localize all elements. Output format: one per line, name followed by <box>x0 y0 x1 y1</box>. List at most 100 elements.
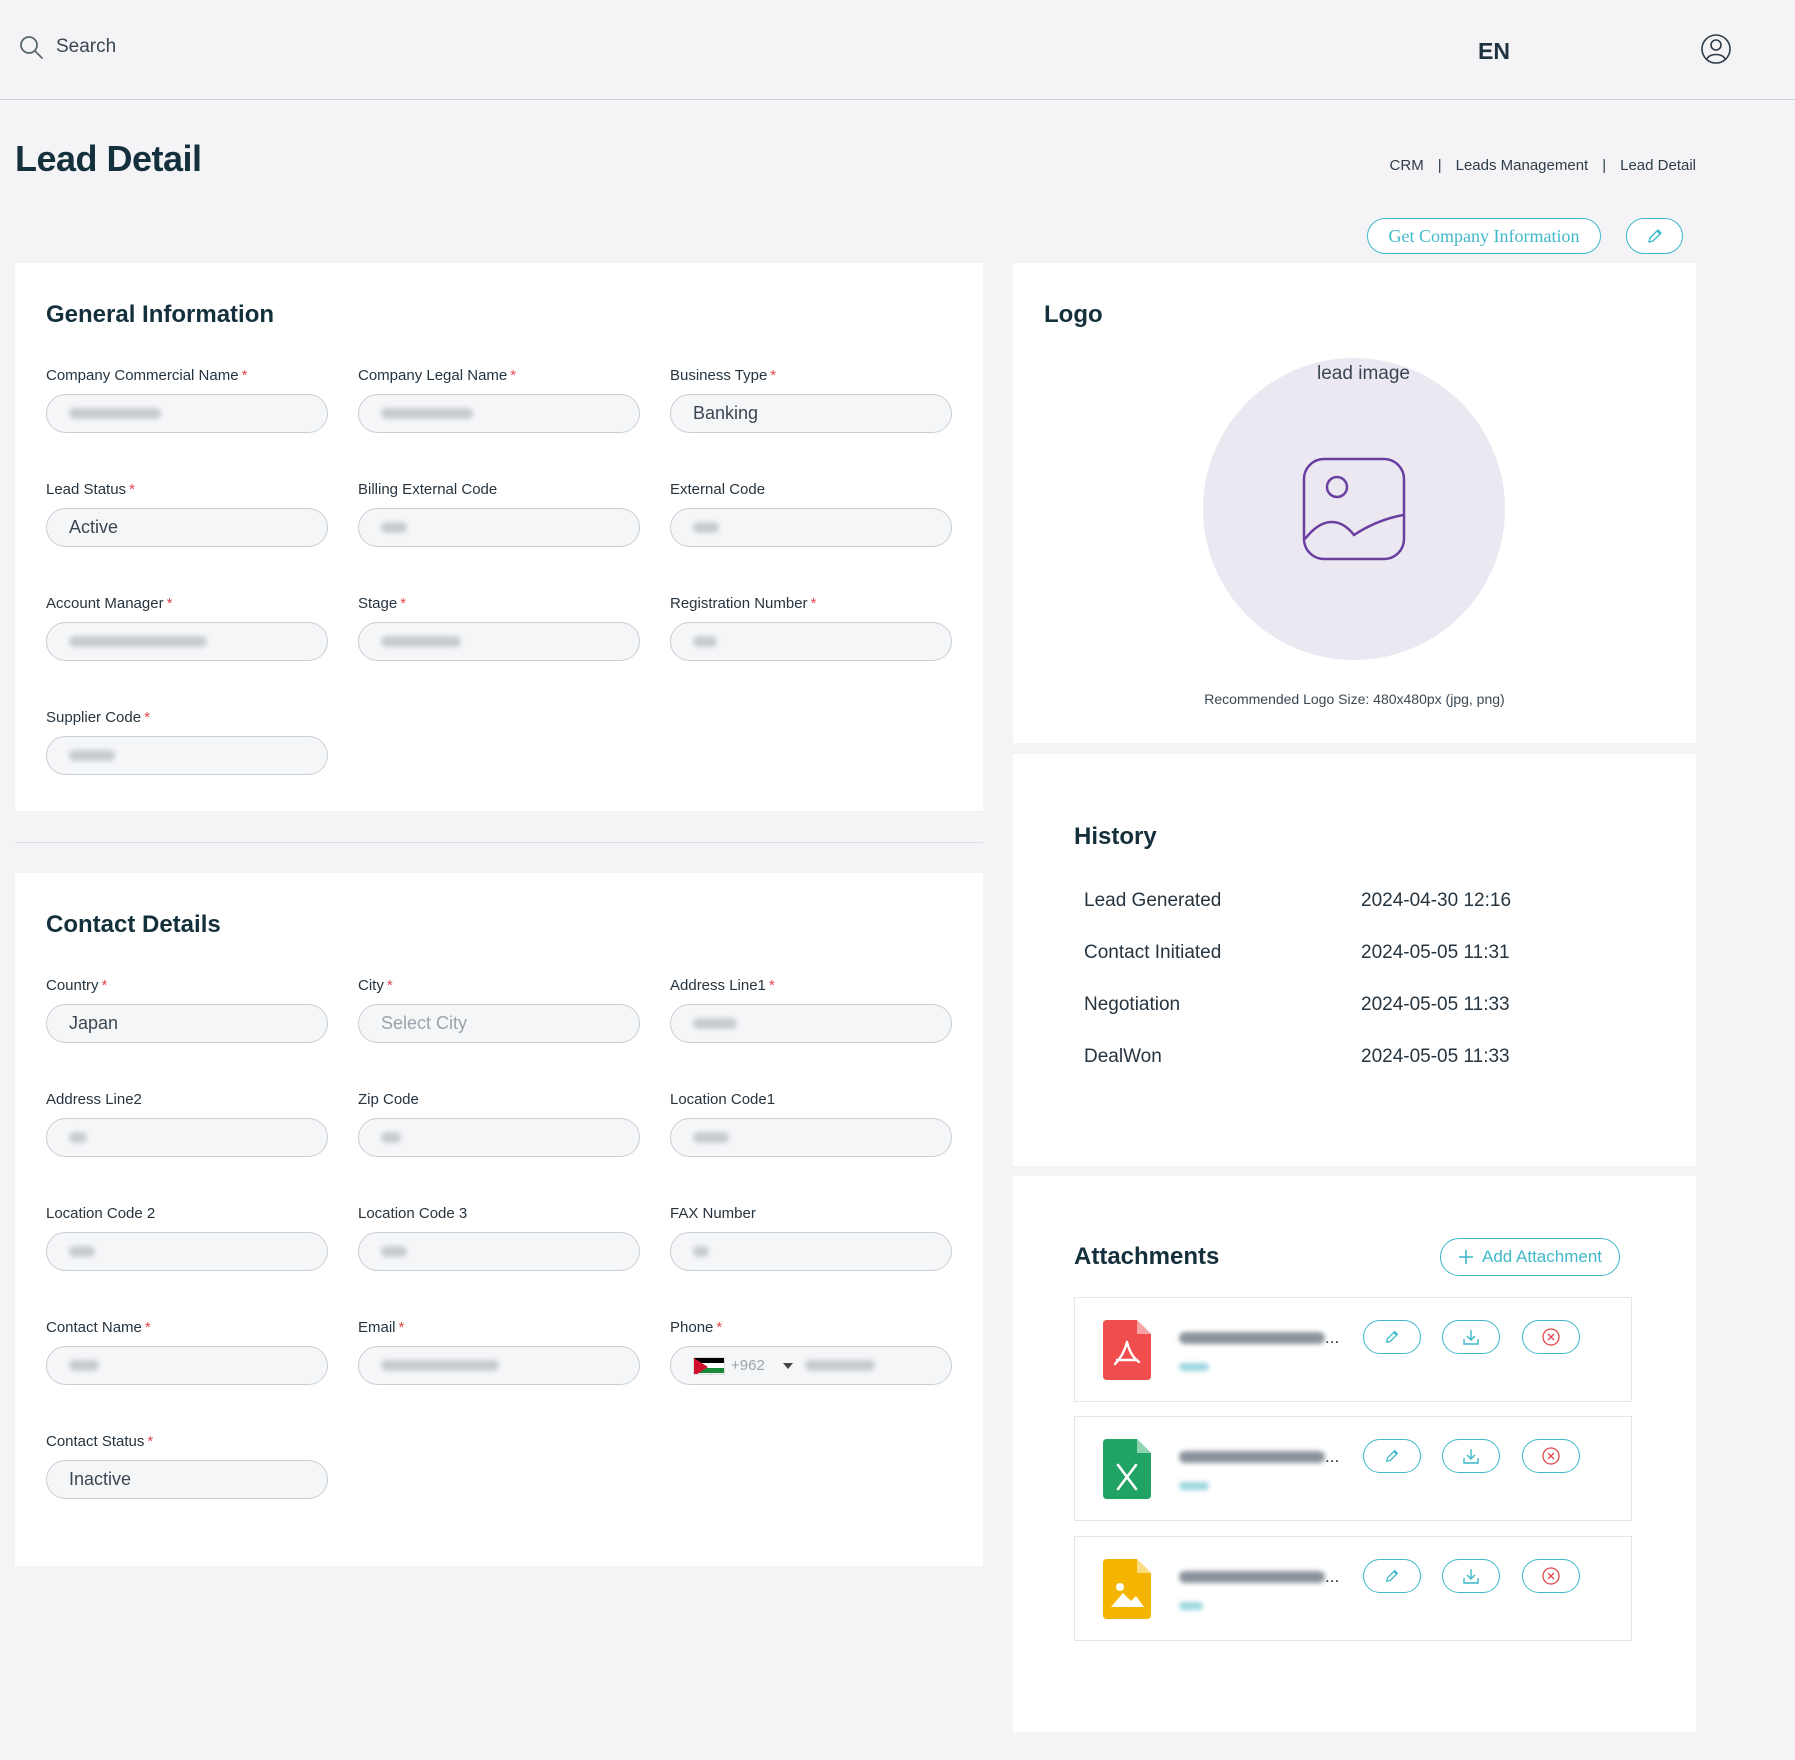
edit-attachment-button[interactable] <box>1363 1439 1421 1473</box>
field-account-manager: Account Manager * <box>46 595 328 709</box>
search-box[interactable]: Search <box>18 34 116 60</box>
jordan-flag-icon[interactable] <box>693 1356 725 1375</box>
image-file-icon <box>1103 1559 1151 1619</box>
field-label: Phone * <box>670 1319 723 1336</box>
account-manager-select[interactable] <box>46 622 328 661</box>
location-code1-input[interactable] <box>670 1118 952 1157</box>
supplier-code-input[interactable] <box>46 736 328 775</box>
history-row: Negotiation 2024-05-05 11:33 <box>1084 994 1511 1046</box>
field-label: Contact Status * <box>46 1433 154 1450</box>
page-title: Lead Detail <box>15 138 202 179</box>
field-business-type: Business Type * Banking <box>670 367 952 481</box>
business-type-select[interactable]: Banking <box>670 394 952 433</box>
field-address-line2: Address Line2 <box>46 1091 328 1205</box>
history-card: History Lead Generated 2024-04-30 12:16 … <box>1013 754 1696 1166</box>
attachment-filename[interactable]: ... <box>1179 1447 1339 1467</box>
edit-attachment-button[interactable] <box>1363 1320 1421 1354</box>
lead-status-select[interactable]: Active <box>46 508 328 547</box>
field-stage: Stage * <box>358 595 640 709</box>
section-divider <box>15 842 983 843</box>
field-label: FAX Number <box>670 1205 756 1222</box>
top-bar: Search EN <box>0 0 1795 100</box>
field-location-code-2: Location Code 2 <box>46 1205 328 1319</box>
attachment-filename[interactable]: ... <box>1179 1328 1339 1348</box>
contact-status-select[interactable]: Inactive <box>46 1460 328 1499</box>
breadcrumb-leads-management[interactable]: Leads Management <box>1455 157 1589 174</box>
breadcrumb-lead-detail: Lead Detail <box>1620 157 1696 174</box>
history-row: Contact Initiated 2024-05-05 11:31 <box>1084 942 1511 994</box>
breadcrumb-crm[interactable]: CRM <box>1389 157 1424 174</box>
company-commercial-name-input[interactable] <box>46 394 328 433</box>
pencil-icon <box>1385 1569 1399 1583</box>
field-label: Lead Status * <box>46 481 135 498</box>
billing-external-code-input[interactable] <box>358 508 640 547</box>
download-attachment-button[interactable] <box>1442 1320 1500 1354</box>
field-company-commercial-name: Company Commercial Name * <box>46 367 328 481</box>
breadcrumb-separator: | <box>1437 157 1442 174</box>
field-location-code1: Location Code1 <box>670 1091 952 1205</box>
field-label: Business Type * <box>670 367 777 384</box>
get-company-information-button[interactable]: Get Company Information <box>1367 218 1601 254</box>
field-label: Country * <box>46 977 108 994</box>
zip-code-input[interactable] <box>358 1118 640 1157</box>
pdf-file-icon <box>1103 1320 1151 1380</box>
chevron-down-icon[interactable] <box>782 1362 793 1369</box>
email-input[interactable] <box>358 1346 640 1385</box>
delete-attachment-button[interactable] <box>1522 1559 1580 1593</box>
edit-attachment-button[interactable] <box>1363 1559 1421 1593</box>
field-country: Country * Japan <box>46 977 328 1091</box>
attachment-meta <box>1179 1358 1209 1376</box>
add-attachment-button[interactable]: Add Attachment <box>1440 1238 1620 1276</box>
field-label: Email * <box>358 1319 405 1336</box>
logo-upload-area[interactable] <box>1203 358 1505 660</box>
dial-code: +962 <box>731 1357 765 1374</box>
attachments-card: Attachments Add Attachment ... <box>1013 1176 1696 1732</box>
breadcrumb: CRM | Leads Management | Lead Detail <box>1390 157 1696 174</box>
search-input[interactable]: Search <box>56 36 117 57</box>
pencil-icon <box>1385 1330 1399 1344</box>
field-label: Registration Number * <box>670 595 817 612</box>
external-code-input[interactable] <box>670 508 952 547</box>
country-select[interactable]: Japan <box>46 1004 328 1043</box>
registration-number-input[interactable] <box>670 622 952 661</box>
contact-name-input[interactable] <box>46 1346 328 1385</box>
section-title-logo: Logo <box>1044 301 1103 328</box>
phone-input[interactable]: +962 <box>670 1346 952 1385</box>
field-label: Account Manager * <box>46 595 173 612</box>
delete-attachment-button[interactable] <box>1522 1320 1580 1354</box>
address-line2-input[interactable] <box>46 1118 328 1157</box>
history-time: 2024-05-05 11:33 <box>1361 994 1510 1015</box>
download-attachment-button[interactable] <box>1442 1439 1500 1473</box>
field-label: Address Line1 * <box>670 977 775 994</box>
download-attachment-button[interactable] <box>1442 1559 1500 1593</box>
contact-details-card: Contact Details Country * Japan City * Sel… <box>15 873 983 1566</box>
fax-number-input[interactable] <box>670 1232 952 1271</box>
field-city: City * Select City <box>358 977 640 1091</box>
field-label: Address Line2 <box>46 1091 142 1108</box>
stage-select[interactable] <box>358 622 640 661</box>
field-supplier-code: Supplier Code * <box>46 709 328 823</box>
city-select[interactable]: Select City <box>358 1004 640 1043</box>
user-circle-icon[interactable] <box>1700 33 1732 65</box>
general-information-card: General Information Company Commercial N… <box>15 263 983 811</box>
field-zip-code: Zip Code <box>358 1091 640 1205</box>
language-selector[interactable]: EN <box>1478 38 1510 64</box>
field-address-line1: Address Line1 * <box>670 977 952 1091</box>
location-code-3-input[interactable] <box>358 1232 640 1271</box>
section-title-history: History <box>1074 823 1157 850</box>
excel-file-icon <box>1103 1439 1151 1499</box>
history-time: 2024-04-30 12:16 <box>1361 890 1512 911</box>
history-row: Lead Generated 2024-04-30 12:16 <box>1084 890 1511 942</box>
logo-alt-text: lead image <box>1317 363 1410 384</box>
company-legal-name-input[interactable] <box>358 394 640 433</box>
attachment-filename[interactable]: ... <box>1179 1567 1339 1587</box>
edit-lead-button[interactable] <box>1626 218 1683 254</box>
attachment-meta <box>1179 1477 1209 1495</box>
history-time: 2024-05-05 11:31 <box>1361 942 1510 963</box>
address-line1-input[interactable] <box>670 1004 952 1043</box>
location-code-2-input[interactable] <box>46 1232 328 1271</box>
field-label: Company Legal Name * <box>358 367 517 384</box>
download-icon <box>1463 1449 1479 1464</box>
field-email: Email * <box>358 1319 640 1433</box>
delete-attachment-button[interactable] <box>1522 1439 1580 1473</box>
